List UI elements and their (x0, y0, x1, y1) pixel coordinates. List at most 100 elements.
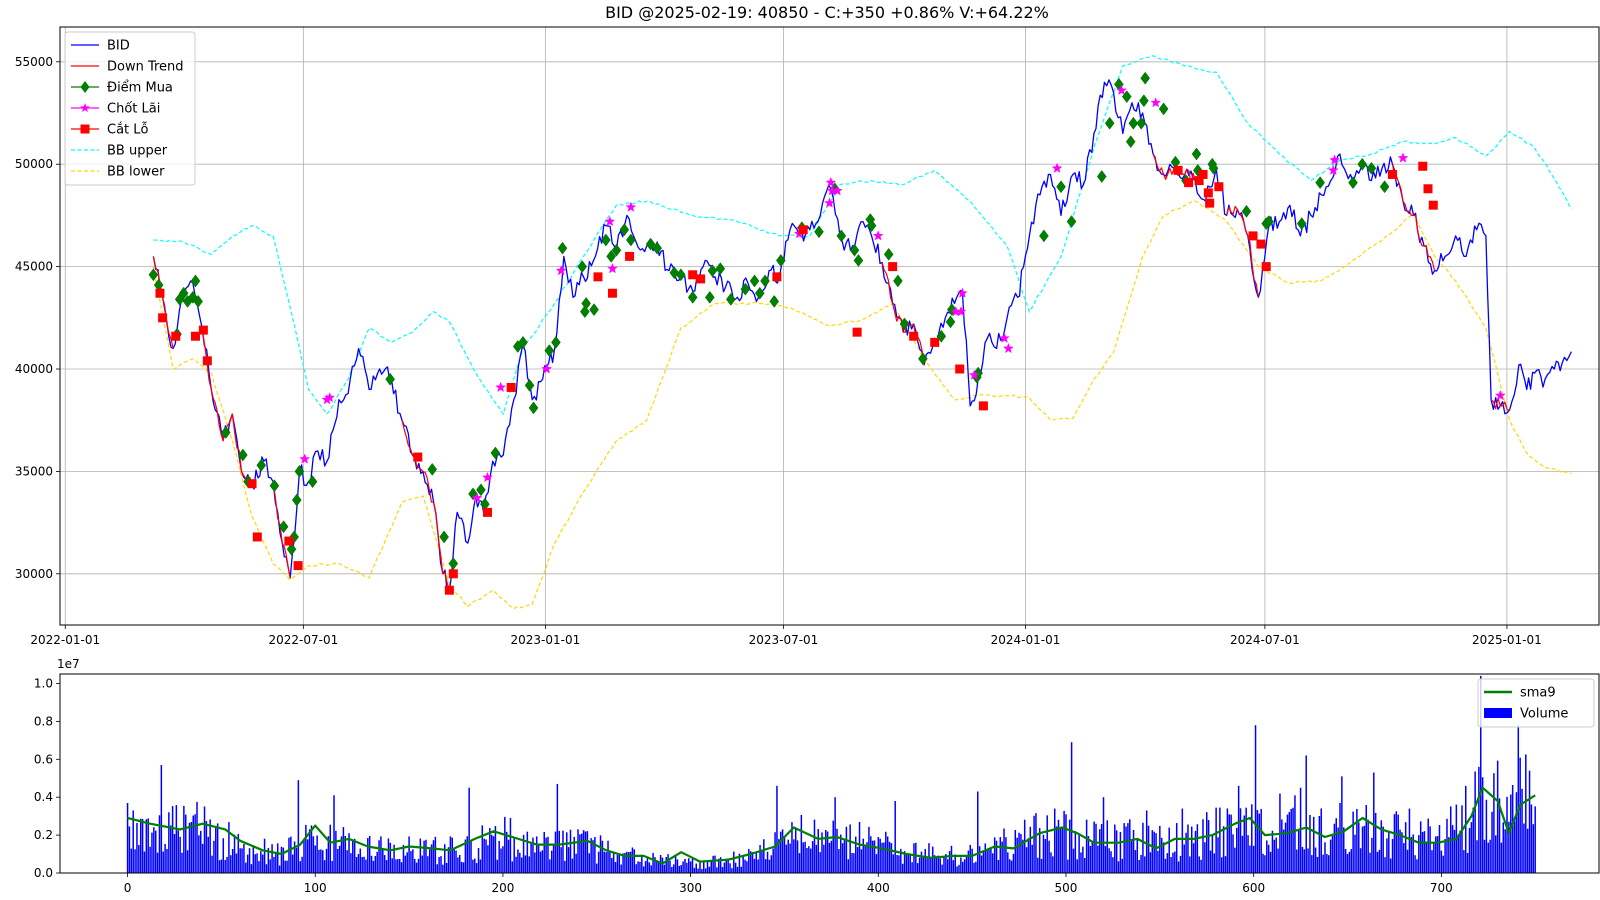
volume-bar (342, 827, 345, 873)
volume-bar (1451, 825, 1454, 873)
volume-bar (1106, 820, 1109, 873)
take-profit-marker (968, 369, 980, 380)
volume-bar (1005, 837, 1007, 873)
volume-bar (725, 858, 728, 873)
volume-bar (999, 837, 1002, 873)
volume-bar (1147, 825, 1150, 873)
legend-label: sma9 (1520, 686, 1556, 701)
volume-bar (749, 851, 752, 873)
volume-bar (275, 852, 277, 873)
volume-bar (286, 860, 288, 873)
volume-bar (592, 840, 594, 873)
volume-bar (776, 785, 778, 873)
volume-bar (1040, 858, 1043, 873)
volume-bar (1177, 861, 1180, 873)
volume-bar (584, 831, 587, 873)
volume-bar (558, 830, 560, 873)
volume-bar (768, 859, 771, 873)
buy-point-marker (769, 295, 780, 308)
volume-bar (1179, 855, 1182, 873)
volume-bar (1343, 827, 1345, 873)
volume-bar (723, 862, 726, 873)
volume-plot-frame (59, 673, 1600, 874)
buy-point-marker (707, 264, 718, 278)
volume-bar (950, 845, 953, 873)
volume-bar (1160, 837, 1163, 873)
volume-bar (952, 860, 955, 873)
volume-bar (185, 814, 187, 873)
volume-bar (524, 855, 527, 873)
volume-bar (397, 859, 399, 873)
volume-bar (400, 862, 403, 873)
volume-bar (1391, 839, 1394, 873)
volume-bar (169, 825, 172, 873)
volume-bar (1500, 842, 1503, 873)
series-down-trend (272, 481, 291, 579)
volume-bar (714, 855, 716, 873)
volume-bar (419, 838, 422, 873)
volume-bar (1168, 827, 1170, 873)
volume-bar (196, 801, 198, 873)
buy-point-marker (148, 268, 159, 282)
volume-bar (318, 849, 320, 873)
volume-bar (449, 836, 452, 873)
buy-point-marker (291, 493, 302, 507)
series-down-trend (1226, 205, 1259, 298)
volume-bar (1434, 836, 1437, 873)
volume-bar (764, 859, 767, 873)
buy-point-marker (1348, 176, 1358, 190)
volume-bar (686, 862, 688, 873)
volume-bar (1481, 777, 1484, 873)
volume-bar (1018, 832, 1020, 873)
volume-bar (1526, 828, 1529, 873)
volume-bar (575, 853, 577, 873)
volume-bar (1217, 837, 1219, 873)
volume-bar (1495, 835, 1497, 873)
volume-bar (481, 825, 484, 873)
buy-point-marker (1208, 161, 1219, 175)
volume-bar (791, 822, 793, 873)
stop-loss-marker (1173, 165, 1183, 175)
buy-point-marker (619, 223, 630, 237)
volume-bar (154, 830, 157, 873)
volume-bar (755, 853, 758, 873)
volume-bar (701, 868, 703, 873)
volume-bar (738, 853, 741, 873)
volume-bar (344, 836, 347, 873)
volume-bar (712, 855, 714, 873)
volume-bar (909, 854, 911, 873)
volume-bar (577, 829, 579, 873)
buy-point-marker (849, 243, 860, 257)
volume-bar (847, 859, 850, 873)
volume-bar (1423, 831, 1426, 873)
volume-bar (1431, 850, 1433, 873)
volume-bar (192, 815, 194, 873)
volume-bar (569, 829, 572, 873)
volume-bar (220, 859, 223, 873)
volume-bar (836, 828, 838, 873)
buy-point-marker (188, 290, 198, 304)
volume-bar (520, 857, 523, 873)
buy-point-marker (626, 233, 636, 247)
legend-item-bb-upper: BB upper (71, 144, 168, 159)
buy-point-marker (814, 225, 824, 239)
take-profit-marker (324, 391, 336, 403)
volume-bar (235, 853, 238, 873)
volume-bar (560, 847, 562, 873)
take-profit-marker (1150, 97, 1162, 108)
volume-bar (410, 851, 412, 873)
volume-bar (1200, 859, 1202, 873)
volume-bar (423, 840, 425, 873)
volume-bar (1446, 818, 1448, 873)
volume-bar (1463, 850, 1465, 873)
volume-bar (1327, 855, 1330, 873)
volume-bar (380, 836, 382, 873)
x-tick-label: 2022-01-01 (30, 633, 100, 647)
volume-bar (811, 841, 814, 873)
volume-bar (1314, 847, 1317, 873)
volume-bar (691, 858, 694, 873)
volume-bar (350, 853, 352, 873)
y-tick-label: 55000 (15, 55, 53, 69)
volume-bar (1087, 836, 1090, 873)
buy-point-marker (1139, 94, 1149, 108)
